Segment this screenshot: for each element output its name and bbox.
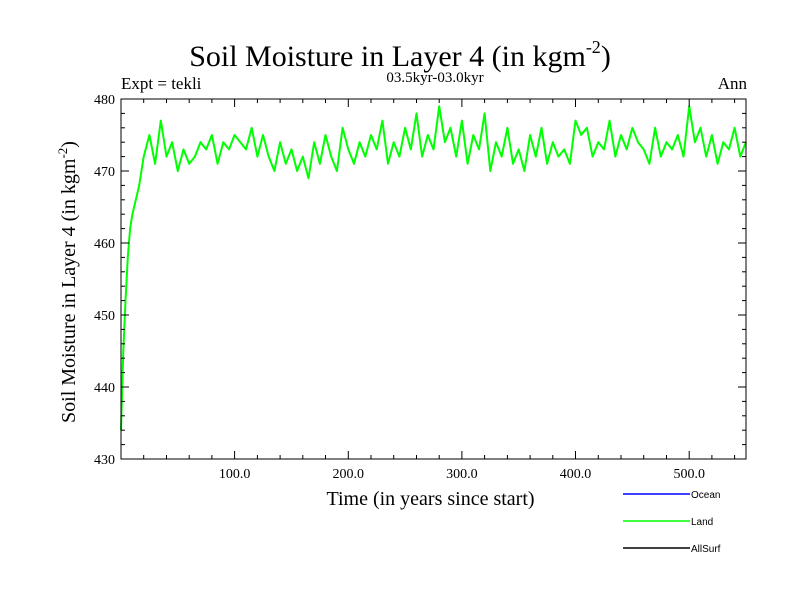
y-axis-label: Soil Moisture in Layer 4 (in kgm-2) [55,141,80,423]
y-axis-label-exponent: -2 [55,148,70,159]
season-label: Ann [717,74,747,93]
legend-label-ocean: Ocean [691,490,720,501]
y-axis-label-main: Soil Moisture in Layer 4 (in kgm [58,158,80,423]
plot-frame [120,98,747,460]
y-tick-label: 440 [94,381,115,396]
ticks-layer [121,99,746,459]
series-line-land [120,105,747,431]
x-tick-label: 400.0 [560,467,592,482]
y-tick-label: 450 [94,309,115,324]
period-label: 03.5kyr-03.0kyr [386,70,484,86]
x-axis-label: Time (in years since start) [326,488,534,510]
title-end: ) [600,40,611,73]
legend-label-land: Land [691,517,713,528]
y-tick-label: 430 [94,453,115,468]
x-tick-label: 300.0 [446,467,478,482]
legend-label-allsurf: AllSurf [691,544,721,555]
chart-title-text: Soil Moisture in Layer 4 (in kgm-2) [189,30,611,76]
series-layer [120,105,747,431]
x-tick-label: 500.0 [673,467,705,482]
experiment-label: Expt = tekli [121,74,202,93]
y-tick-label: 460 [94,237,115,252]
axes-layer [120,98,747,460]
chart-title: Soil Moisture in Layer 4 (in kgm-2) [0,30,800,76]
legend-layer: Ocean Land AllSurf [623,490,721,555]
x-tick-label: 100.0 [219,467,251,482]
x-tick-label: 200.0 [333,467,365,482]
y-axis-label-end: ) [58,141,80,148]
title-exponent: -2 [585,37,601,57]
y-tick-label: 480 [94,93,115,108]
title-main: Soil Moisture in Layer 4 (in kgm [189,40,586,73]
labels-layer: 100.0 200.0 300.0 400.0 500.0 430 440 450 460 470… [55,93,705,510]
y-tick-label: 470 [94,165,115,180]
